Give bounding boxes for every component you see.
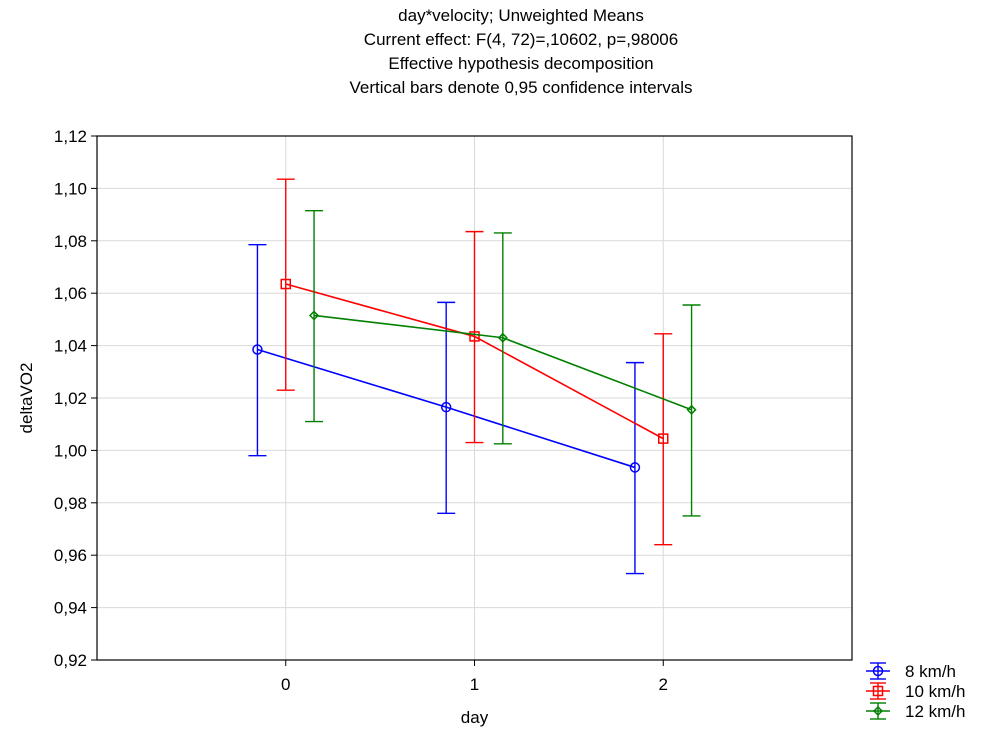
data-point — [440, 401, 452, 413]
y-tick-label: 0,94 — [54, 599, 87, 618]
series-group — [276, 178, 673, 546]
y-tick-label: 1,10 — [54, 179, 87, 198]
y-axis-label: deltaVO2 — [17, 363, 36, 434]
legend-item: 10 km/h — [866, 682, 965, 701]
title-line-1: day*velocity; Unweighted Means — [398, 6, 644, 25]
legend-label: 12 km/h — [905, 702, 965, 721]
legend-marker — [872, 685, 884, 697]
tick-layer: 0,92 0,94 0,96 0,98 1,00 1,02 1,04 1,06 1,08 1,10… — [54, 127, 668, 694]
y-tick-label: 1,06 — [54, 284, 87, 303]
x-axis-label: day — [461, 708, 489, 727]
y-tick-label: 0,96 — [54, 546, 87, 565]
data-point — [469, 331, 480, 342]
y-tick-label: 0,98 — [54, 494, 87, 513]
y-tick-label: 1,04 — [54, 337, 87, 356]
y-tick-label: 1,08 — [54, 232, 87, 251]
legend: 8 km/h10 km/h12 km/h — [866, 662, 965, 721]
y-tick-label: 0,92 — [54, 651, 87, 670]
legend-marker — [872, 705, 884, 717]
data-point — [497, 332, 508, 343]
series-group — [248, 244, 644, 575]
data-point — [252, 344, 263, 355]
x-tick-label: 2 — [659, 675, 668, 694]
y-tick-label: 1,12 — [54, 127, 87, 146]
data-point — [686, 404, 697, 415]
title-line-2: Current effect: F(4, 72)=,10602, p=,9800… — [363, 30, 679, 49]
chart-title: day*velocity; Unweighted Means Current e… — [0, 4, 982, 100]
y-tick-label: 1,00 — [54, 441, 87, 460]
series-layer — [248, 178, 701, 575]
data-point — [658, 433, 669, 444]
legend-label: 8 km/h — [905, 662, 956, 681]
x-tick-label: 0 — [281, 675, 290, 694]
title-line-4: Vertical bars denote 0,95 confidence int… — [349, 78, 693, 97]
legend-item: 12 km/h — [866, 702, 965, 721]
legend-label: 10 km/h — [905, 682, 965, 701]
legend-item: 8 km/h — [866, 662, 956, 681]
legend-marker — [872, 665, 884, 677]
data-point — [629, 462, 641, 473]
title-line-3: Effective hypothesis decomposition — [388, 54, 654, 73]
x-tick-label: 1 — [470, 675, 479, 694]
data-point — [280, 278, 291, 290]
data-point — [309, 310, 320, 321]
series-group — [305, 209, 701, 517]
y-tick-label: 1,02 — [54, 389, 87, 408]
